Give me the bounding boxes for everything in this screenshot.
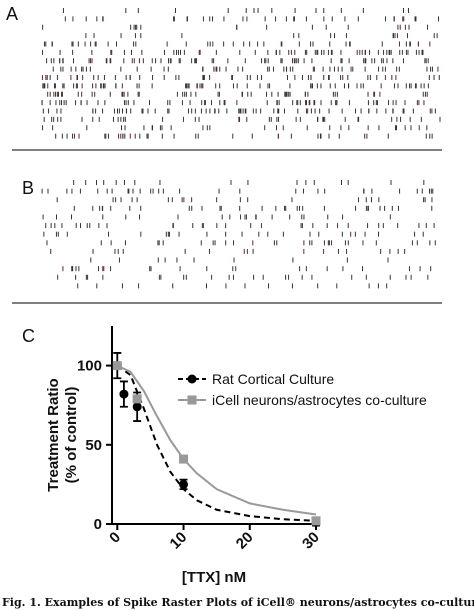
legend-marker	[187, 395, 197, 405]
y-axis-label: (% of control)	[63, 387, 80, 484]
chart: 0 50 100 0 10 20 30 [TTX] nM Treatment Ratio (% o…	[45, 326, 427, 586]
y-axis-label: Treatment Ratio	[45, 378, 62, 491]
data-point	[179, 479, 189, 489]
caption: Fig. 1. Examples of Spike Raster Plots o…	[2, 596, 474, 609]
x-tick-label: 20	[233, 529, 257, 553]
data-point	[112, 361, 122, 371]
data-point	[179, 454, 189, 464]
data-point	[119, 389, 129, 399]
data-point	[132, 394, 142, 404]
panel-label: C	[22, 326, 35, 346]
x-axis-label: [TTX] nM	[182, 569, 246, 586]
x-tick-label: 10	[167, 529, 191, 553]
y-tick-label: 50	[85, 437, 102, 454]
raster-plot	[41, 8, 441, 139]
y-tick-label: 100	[77, 358, 102, 375]
y-tick-label: 0	[94, 516, 102, 533]
fit-curve	[116, 364, 317, 522]
data-point	[132, 402, 142, 412]
panel-label: A	[6, 4, 18, 24]
legend-label: Rat Cortical Culture	[212, 371, 334, 387]
legend-marker	[187, 374, 197, 384]
legend-label: iCell neurons/astrocytes co-culture	[212, 392, 427, 408]
x-tick-label: 30	[299, 529, 323, 553]
data-point	[311, 516, 321, 526]
panel-label: B	[22, 178, 34, 198]
x-tick-label: 0	[106, 529, 124, 547]
fit-curve	[116, 364, 317, 516]
raster-plot	[41, 180, 436, 289]
